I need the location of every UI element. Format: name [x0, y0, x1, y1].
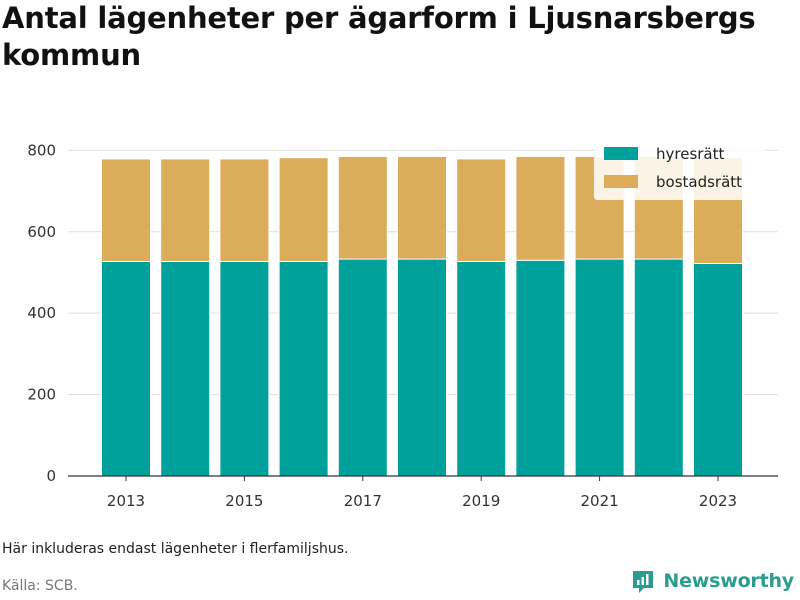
bar-hyresratt[interactable] [515, 259, 566, 477]
x-tick-label: 2021 [581, 492, 619, 510]
brand-logo[interactable]: Newsworthy [630, 568, 794, 594]
bar-bostadsratt[interactable] [278, 157, 329, 262]
legend-swatch [604, 175, 638, 188]
bar-bostadsratt[interactable] [160, 158, 211, 262]
y-tick-label: 0 [46, 467, 56, 485]
y-tick-label: 800 [27, 141, 56, 159]
bar-bostadsratt[interactable] [219, 158, 270, 262]
x-axis-ticks: 2013 2015 2017 2019 2021 2023 [107, 476, 737, 510]
chart-title: Antal lägenheter per ägarform i Ljusnars… [2, 1, 756, 72]
bar-hyresratt[interactable] [219, 260, 270, 477]
y-tick-label: 400 [27, 304, 56, 322]
x-tick-label: 2023 [699, 492, 737, 510]
legend-swatch [604, 147, 638, 160]
bar-hyresratt[interactable] [693, 263, 743, 477]
source-label: Källa: SCB. [2, 578, 78, 594]
bar-hyresratt[interactable] [278, 260, 329, 477]
bar-hyresratt[interactable] [337, 258, 388, 477]
bar-bostadsratt[interactable] [515, 155, 566, 261]
bar-hyresratt[interactable] [160, 260, 211, 477]
footnote: Här inkluderas endast lägenheter i flerf… [2, 541, 349, 557]
bar-bostadsratt[interactable] [397, 155, 447, 260]
x-tick-label: 2015 [225, 492, 263, 510]
y-tick-label: 200 [27, 386, 56, 404]
bars [101, 155, 743, 477]
x-tick-label: 2013 [107, 492, 145, 510]
bar-bostadsratt[interactable] [101, 158, 151, 262]
newsworthy-logo-icon [633, 571, 654, 593]
y-axis-ticks: 0 200 400 600 800 [27, 141, 56, 485]
y-tick-label: 600 [27, 223, 56, 241]
bar-hyresratt[interactable] [574, 258, 625, 477]
stacked-bar-chart: 2013 2015 2017 2019 2021 2023 0 200 400 600 800 h… [27, 140, 778, 510]
x-tick-label: 2017 [344, 492, 382, 510]
bar-hyresratt[interactable] [101, 260, 151, 477]
brand-name: Newsworthy [663, 570, 794, 592]
bar-bostadsratt[interactable] [337, 155, 388, 260]
bar-hyresratt[interactable] [397, 258, 447, 477]
bar-bostadsratt[interactable] [456, 158, 507, 262]
legend: hyresrätt bostadsrätt [594, 140, 766, 200]
legend-label: bostadsrätt [656, 173, 742, 191]
legend-label: hyresrätt [656, 145, 725, 163]
bar-hyresratt[interactable] [456, 260, 507, 477]
x-tick-label: 2019 [462, 492, 500, 510]
bar-hyresratt[interactable] [633, 258, 684, 477]
